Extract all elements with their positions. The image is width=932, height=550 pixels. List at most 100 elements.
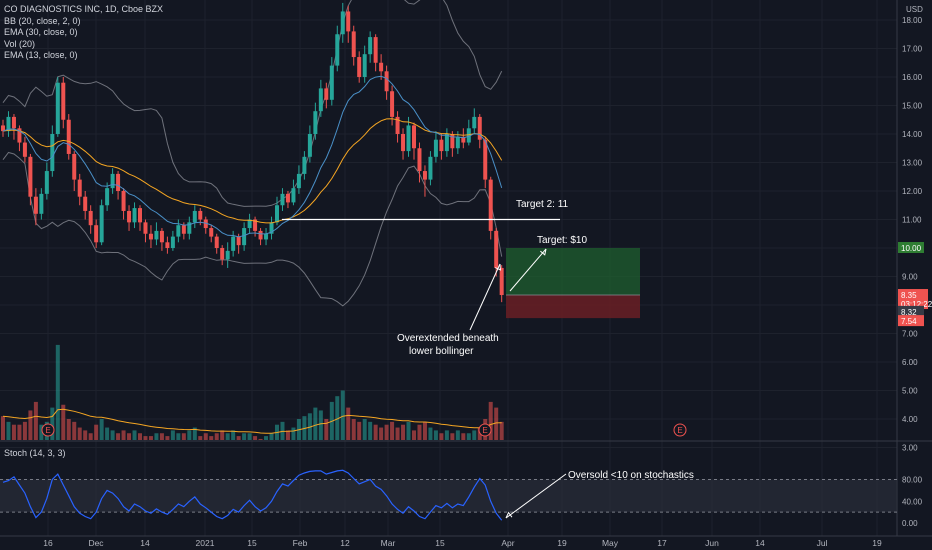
legend-volume[interactable]: Vol (20): [4, 38, 36, 49]
volume-bar: [50, 407, 55, 440]
overextended-arrow: [469, 263, 501, 331]
time-tick-label: 12: [340, 538, 350, 548]
volume-bar: [455, 430, 460, 440]
volume-bar: [236, 436, 241, 440]
overextended-label-2: lower bollinger: [409, 346, 474, 357]
volume-bar: [121, 430, 126, 440]
target2-label: Target 2: 11: [516, 199, 569, 210]
candle-body: [390, 91, 395, 117]
volume-bar: [61, 404, 66, 440]
volume-bar: [335, 396, 340, 440]
prev-close-badge: 8.32: [901, 308, 917, 317]
volume-bar: [165, 436, 170, 440]
countdown-badge: 03:12:22: [901, 300, 932, 309]
candle-body: [296, 173, 301, 189]
ema30-line: [2, 118, 503, 224]
candle-body: [335, 34, 340, 66]
candle-body: [209, 228, 214, 237]
stoch-tick-label: 0.00: [902, 519, 918, 528]
stop-zone: [506, 295, 640, 319]
candle-body: [61, 82, 66, 120]
legend-bb[interactable]: BB (20, close, 2, 0): [4, 15, 81, 26]
time-tick-label: Feb: [293, 538, 308, 548]
candle-body: [285, 193, 290, 203]
volume-bar: [17, 424, 22, 440]
stop-price-badge-bg: [898, 315, 924, 327]
time-tick-label: Jul: [817, 538, 828, 548]
volume-bar: [384, 424, 389, 440]
time-tick-label: Mar: [381, 538, 396, 548]
candle-body: [329, 65, 334, 100]
candle-body: [17, 128, 22, 143]
candle-body: [22, 142, 27, 157]
candle-body: [384, 71, 389, 92]
candle-body: [242, 228, 247, 246]
candle-body: [488, 179, 493, 231]
time-tick-label: 14: [755, 538, 765, 548]
candle-body: [28, 156, 33, 197]
volume-bar: [116, 433, 121, 440]
volume-bar: [187, 430, 192, 440]
candle-body: [313, 111, 318, 134]
candle-body: [253, 219, 258, 231]
stoch-band-fill: [0, 479, 897, 513]
currency-label: USD: [906, 5, 923, 14]
candle-body: [444, 134, 449, 152]
volume-bar: [499, 421, 504, 440]
candle-body: [417, 148, 422, 172]
candle-body: [472, 116, 477, 129]
volume-bar: [220, 430, 225, 440]
price-tick-label: 3.00: [902, 444, 918, 453]
volume-bar: [373, 424, 378, 440]
candle-body: [55, 82, 60, 134]
volume-bar: [77, 427, 82, 440]
time-tick-label: 14: [140, 538, 150, 548]
earnings-marker-label: E: [677, 426, 682, 435]
volume-bar: [33, 401, 38, 440]
price-tick-label: 14.00: [902, 130, 923, 139]
price-tick-label: 4.00: [902, 415, 918, 424]
volume-bar: [494, 407, 499, 440]
candle-body: [77, 179, 82, 197]
volume-bar: [154, 433, 159, 440]
annotation-layer: Target 2: 11 Target: $10 Overextended bene…: [41, 199, 694, 519]
oversold-label: Oversold <10 on stochastics: [568, 470, 694, 481]
candle-body: [450, 134, 455, 149]
stop-price-badge: 7.54: [901, 317, 917, 326]
volume-bar: [285, 430, 290, 440]
symbol-title[interactable]: CO DIAGNOSTICS INC, 1D, Cboe BZX: [4, 4, 164, 14]
candle-body: [192, 210, 197, 223]
candle-body: [351, 31, 356, 58]
time-tick-label: 15: [247, 538, 257, 548]
candle-body: [110, 173, 115, 189]
volume-bar: [466, 433, 471, 440]
indicator-legend: CO DIAGNOSTICS INC, 1D, Cboe BZX BB (20,…: [4, 4, 163, 62]
volume-bar: [176, 433, 181, 440]
legend-ema30[interactable]: EMA (30, close, 0): [4, 27, 78, 37]
volume-bar: [148, 436, 153, 440]
candle-body: [318, 88, 323, 112]
price-tick-label: 7.00: [902, 330, 918, 339]
candle-body: [72, 153, 77, 180]
target-arrow-head: [540, 248, 547, 256]
legend-ema13[interactable]: EMA (13, close, 0): [4, 50, 78, 60]
candle-body: [50, 134, 55, 172]
candle-body: [198, 210, 203, 220]
volume-bar: [88, 433, 93, 440]
volume-bar: [351, 419, 356, 440]
candle-body: [236, 236, 241, 246]
time-tick-label: 19: [872, 538, 882, 548]
candle-body: [362, 54, 367, 77]
candle-body: [461, 136, 466, 143]
candle-body: [406, 125, 411, 152]
volume-bar: [433, 430, 438, 440]
volume-bar: [105, 427, 110, 440]
candle-body: [11, 116, 16, 129]
volume-bar: [395, 427, 400, 440]
volume-bar: [439, 433, 444, 440]
legend-stochastic[interactable]: Stoch (14, 3, 3): [4, 448, 66, 458]
volume-bar: [444, 430, 449, 440]
prev-close-badge-bg: [898, 305, 924, 317]
volume-bar: [488, 401, 493, 440]
